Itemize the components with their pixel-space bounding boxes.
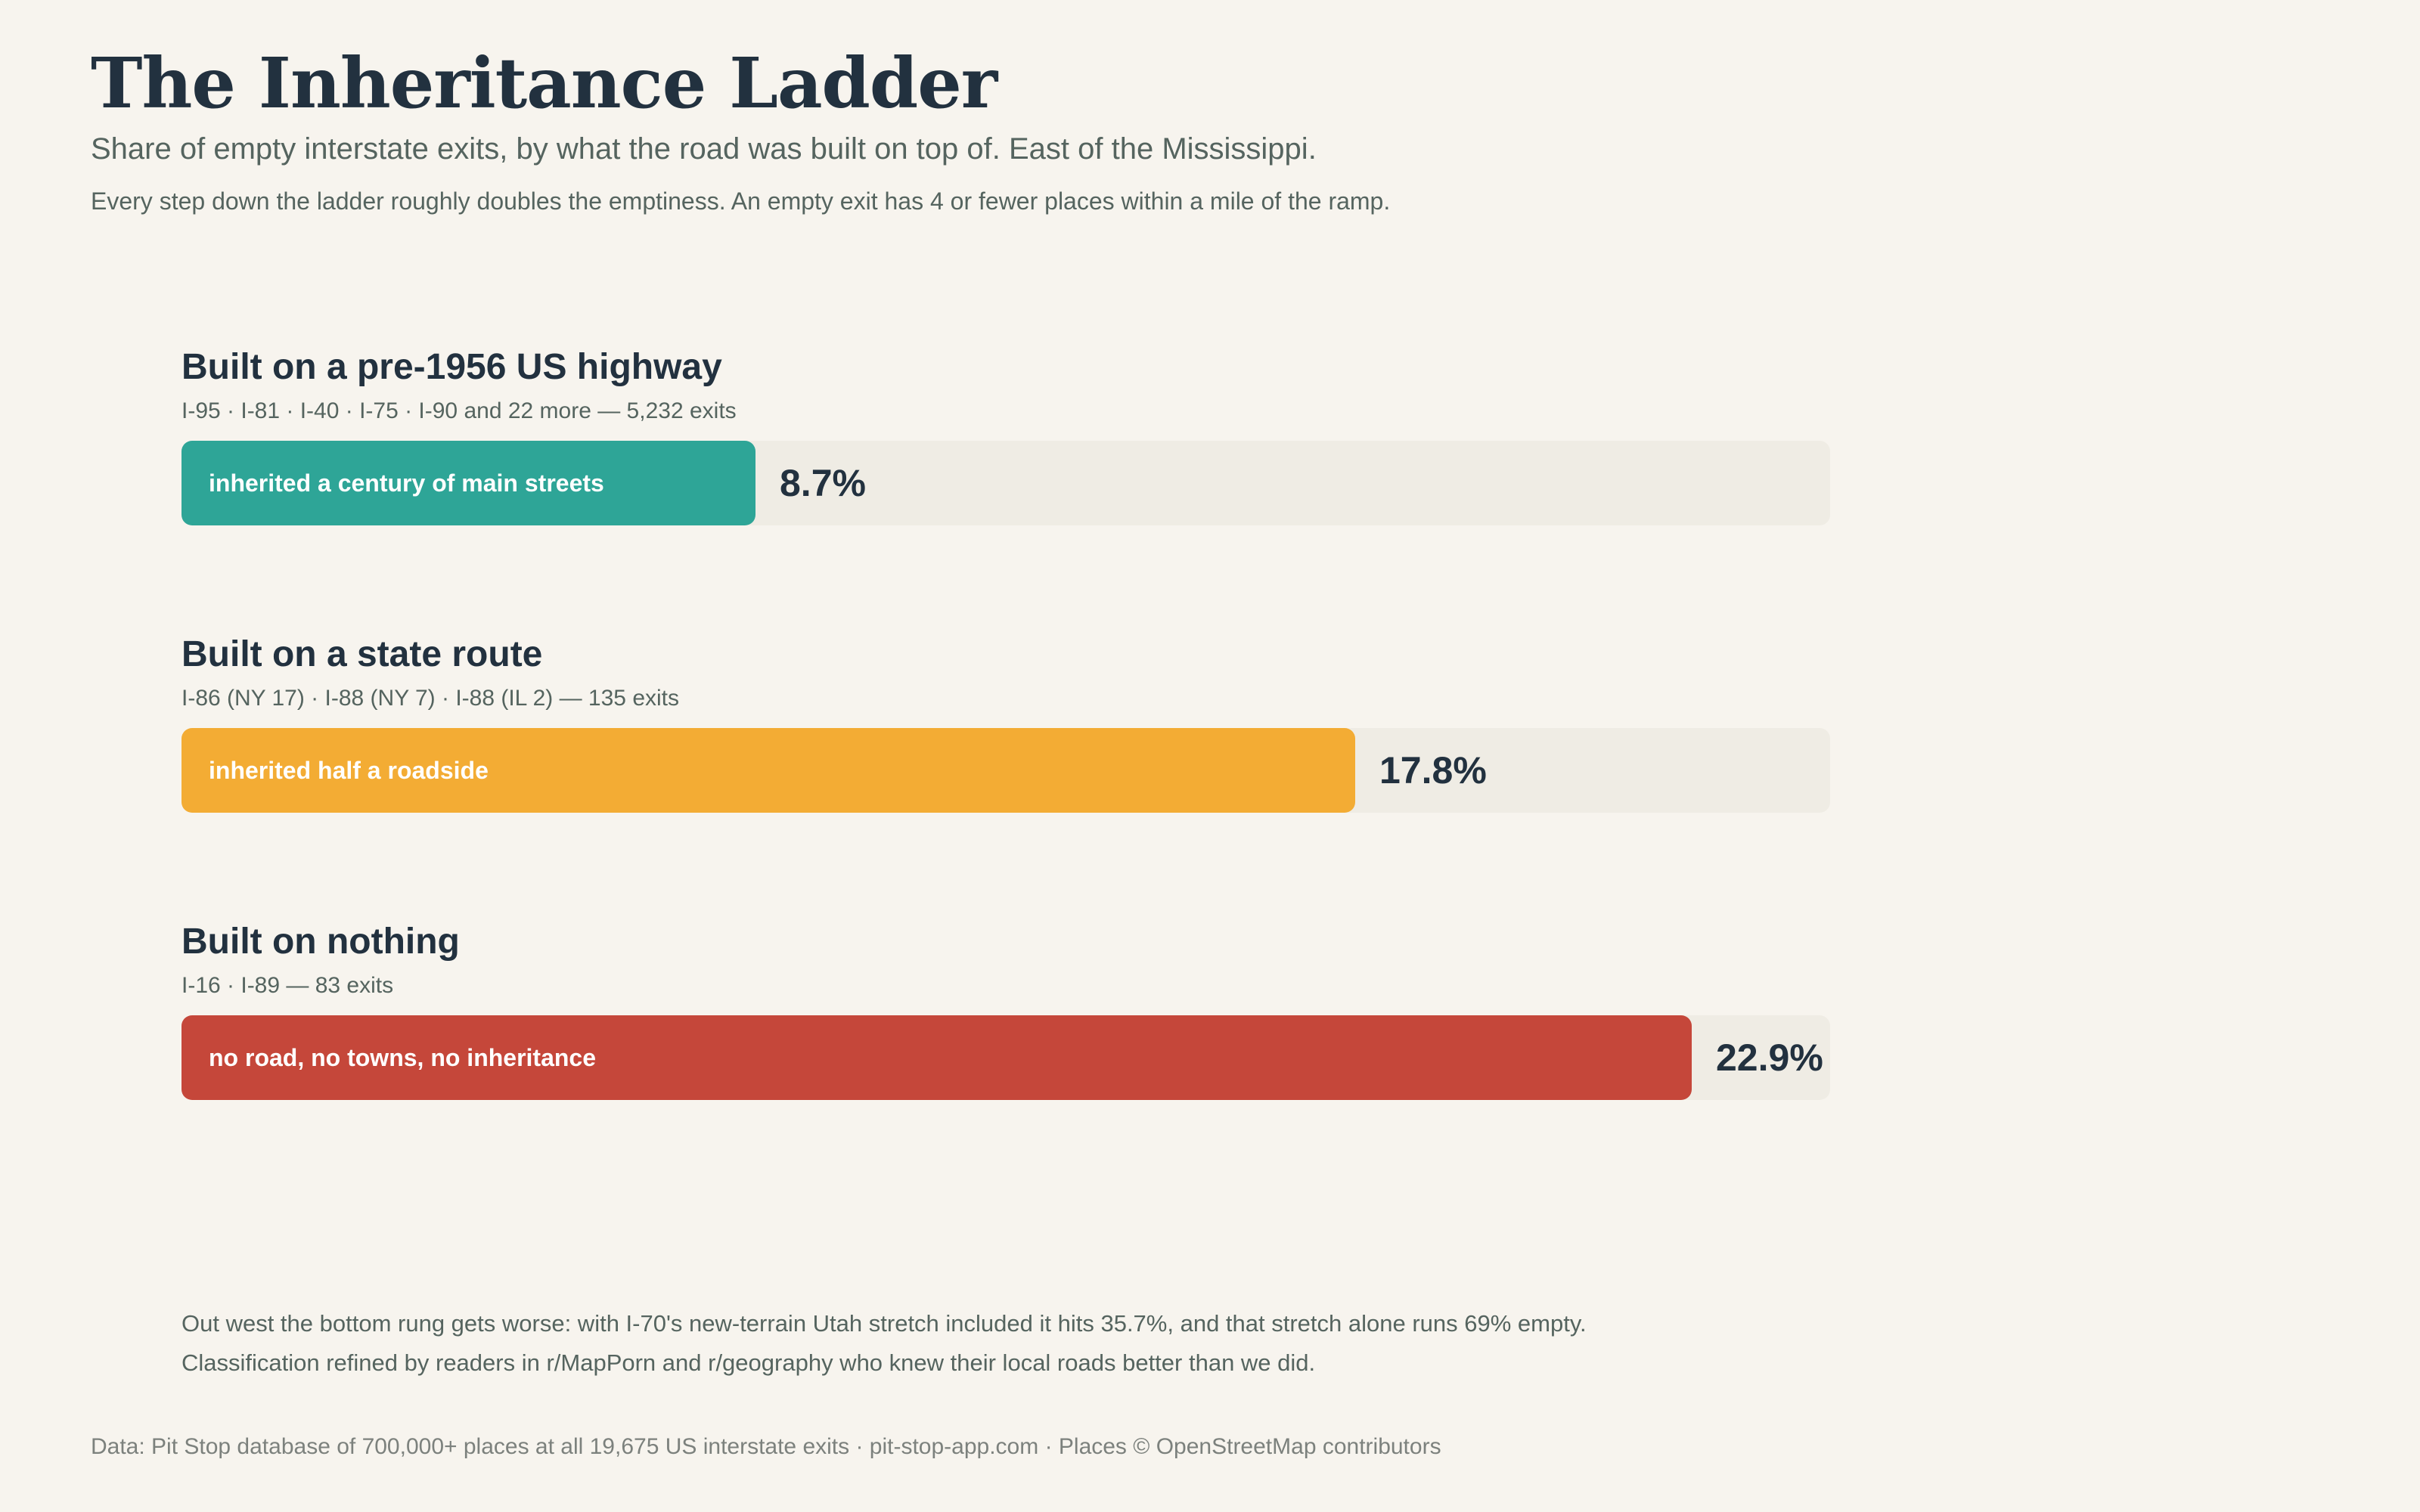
bar-track: no road, no towns, no inheritance 22.9% — [182, 1015, 1830, 1100]
footnote: Classification refined by readers in r/M… — [182, 1349, 1316, 1376]
chart-note: Every step down the ladder roughly doubl… — [91, 187, 1391, 215]
bar-value-label: 22.9% — [1716, 1036, 1823, 1079]
rung-detail: I-86 (NY 17) · I-88 (NY 7) · I-88 (IL 2)… — [182, 685, 680, 711]
bar-label: inherited a century of main streets — [209, 469, 604, 497]
bar-track: inherited half a roadside 17.8% — [182, 727, 1830, 813]
ladder-chart: Built on a pre-1956 US highway I-95 · I-… — [182, 347, 1830, 1210]
rung-detail: I-95 · I-81 · I-40 · I-75 · I-90 and 22 … — [182, 398, 737, 423]
rung-state-route: Built on a state route I-86 (NY 17) · I-… — [182, 634, 1830, 922]
bar-fill — [182, 727, 1355, 813]
footnotes: Out west the bottom rung gets worse: wit… — [182, 1304, 1996, 1383]
rung-nothing: Built on nothing I-16 · I-89 — 83 exits … — [182, 922, 1830, 1210]
rung-us-highway: Built on a pre-1956 US highway I-95 · I-… — [182, 347, 1830, 635]
bar-label: inherited half a roadside — [209, 756, 489, 784]
rung-title: Built on a state route — [182, 634, 543, 674]
bar-track: inherited a century of main streets 8.7% — [182, 440, 1830, 525]
rung-detail: I-16 · I-89 — 83 exits — [182, 972, 394, 998]
chart-header: The Inheritance Ladder Share of empty in… — [91, 45, 2329, 215]
bar-label: no road, no towns, no inheritance — [209, 1043, 597, 1071]
bar-fill — [182, 1015, 1692, 1100]
rung-title: Built on nothing — [182, 922, 460, 962]
chart-subtitle: Share of empty interstate exits, by what… — [91, 132, 1317, 166]
rung-title: Built on a pre-1956 US highway — [182, 347, 722, 387]
bar-fill — [182, 440, 755, 525]
bar-value-label: 17.8% — [1379, 748, 1487, 792]
source-note: Data: Pit Stop database of 700,000+ plac… — [91, 1434, 1441, 1459]
chart-title: The Inheritance Ladder — [91, 42, 997, 124]
bar-value-label: 8.7% — [780, 461, 866, 504]
footnote: Out west the bottom rung gets worse: wit… — [182, 1310, 1587, 1337]
